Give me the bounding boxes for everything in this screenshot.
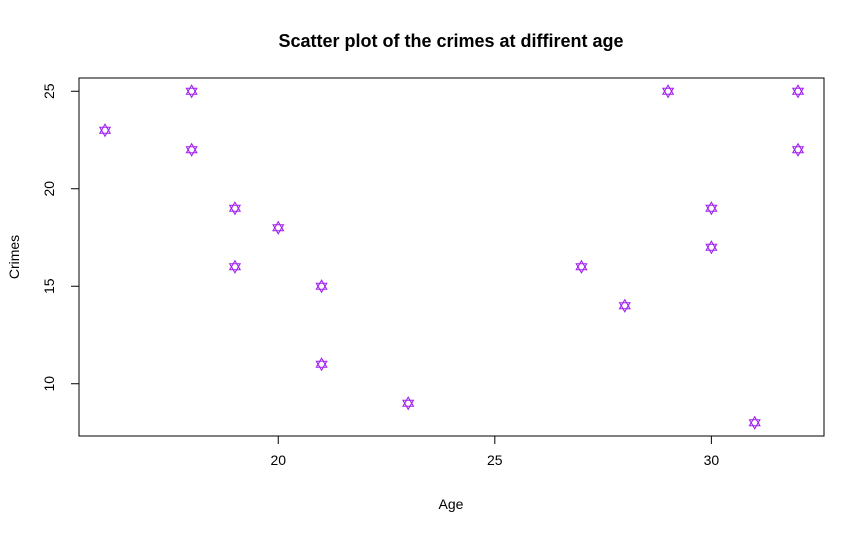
x-tick-label: 30 [704, 452, 720, 468]
y-axis: 10 15 20 25 [41, 83, 80, 392]
y-tick-label: 25 [41, 83, 57, 99]
x-tick-label: 20 [270, 452, 286, 468]
x-tick-label: 25 [487, 452, 503, 468]
x-axis: 20 25 30 [270, 435, 720, 468]
data-point [705, 201, 718, 216]
data-point [272, 220, 285, 235]
data-point [185, 142, 198, 157]
data-points [98, 84, 805, 430]
data-point [185, 84, 198, 99]
data-point [748, 415, 761, 430]
data-point [791, 84, 805, 99]
data-point [98, 123, 112, 138]
y-tick-label: 10 [41, 376, 57, 392]
data-point [791, 142, 805, 157]
y-tick-label: 15 [41, 278, 57, 294]
y-tick-label: 20 [41, 181, 57, 197]
plot-frame [78, 77, 825, 437]
data-point [661, 84, 675, 99]
data-point [705, 240, 718, 255]
chart-title: Scatter plot of the crimes at diffirent … [278, 31, 623, 51]
data-point [575, 259, 588, 274]
data-point [315, 357, 328, 372]
data-point [618, 298, 631, 313]
data-point [402, 396, 415, 411]
data-point [315, 279, 328, 294]
data-point [228, 259, 242, 274]
data-point [228, 201, 242, 216]
x-axis-label: Age [439, 496, 464, 512]
y-axis-label: Crimes [6, 235, 22, 279]
